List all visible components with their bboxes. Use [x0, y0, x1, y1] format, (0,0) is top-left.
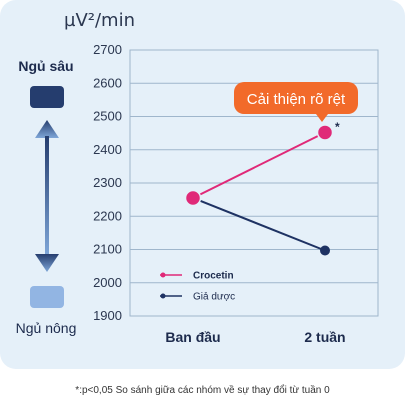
light-sleep-label: Ngủ nông: [15, 320, 77, 336]
y-tick-label: 1900: [93, 308, 122, 323]
y-tick-label: 2000: [93, 275, 122, 290]
light-sleep-swatch: [30, 286, 64, 308]
deep-sleep-label: Ngủ sâu: [18, 58, 74, 74]
y-tick-label: 2500: [93, 109, 122, 124]
x-tick-label: Ban đầu: [165, 329, 220, 345]
chart-legend: Crocetin Giả dược: [160, 271, 235, 303]
data-point: [316, 124, 334, 141]
significance-marker: *: [335, 120, 340, 134]
deep-sleep-swatch: [30, 86, 64, 108]
data-point: [184, 189, 202, 207]
chart-series: [184, 124, 334, 256]
y-axis-ticks: 1900 2000 2100 2200 2300 2400 2500 2600 2700: [93, 42, 122, 323]
legend-marker: [160, 293, 166, 299]
callout-text: Cải thiện rõ rệt: [247, 91, 346, 108]
legend-marker: [160, 272, 166, 278]
sleep-depth-arrow-icon: [35, 120, 59, 272]
y-tick-label: 2300: [93, 175, 122, 190]
series-line: [192, 197, 326, 252]
legend-label: Giả dược: [193, 292, 235, 303]
x-axis-ticks: Ban đầu 2 tuần: [165, 329, 345, 345]
y-tick-label: 2100: [93, 242, 122, 257]
y-tick-label: 2200: [93, 208, 122, 223]
footnote: *:p<0,05 So sánh giữa các nhóm về sự tha…: [75, 385, 330, 396]
data-point: [320, 245, 330, 256]
line-chart: 1900 2000 2100 2200 2300 2400 2500 2600 2700 Ban…: [93, 42, 379, 345]
chart-card: [0, 0, 405, 369]
series-line: [192, 131, 326, 199]
legend-label: Crocetin: [193, 271, 234, 282]
improvement-callout: Cải thiện rõ rệt: [234, 82, 358, 122]
x-tick-label: 2 tuần: [304, 329, 345, 345]
callout-bubble: [234, 82, 358, 122]
y-axis-unit: µV²/min: [64, 10, 135, 31]
y-tick-label: 2700: [93, 42, 122, 57]
y-tick-label: 2400: [93, 142, 122, 157]
y-tick-label: 2600: [93, 75, 122, 90]
